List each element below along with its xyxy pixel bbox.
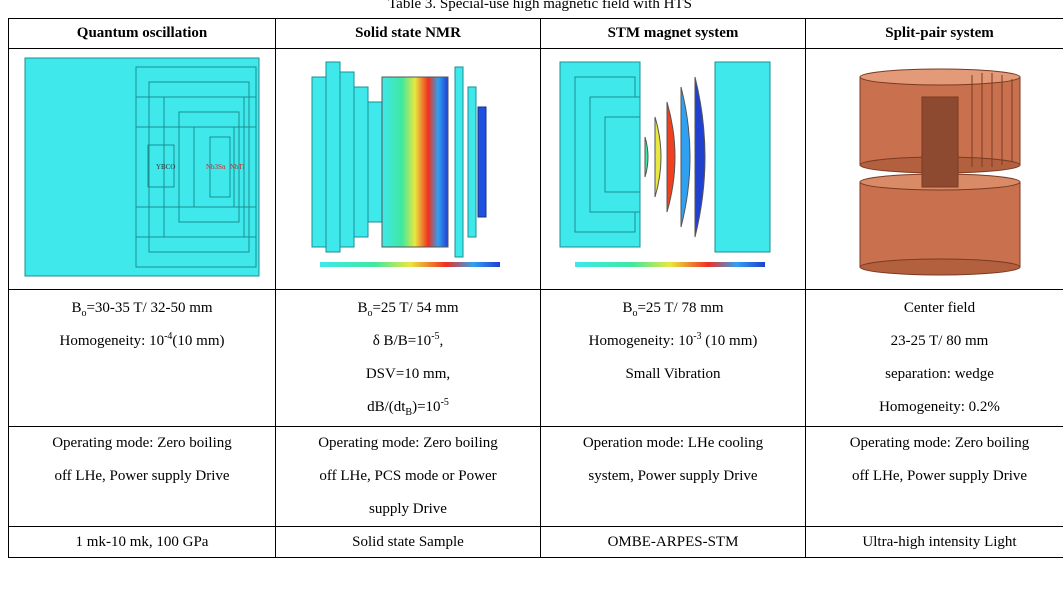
text-run: , (440, 333, 444, 349)
image-cell (806, 49, 1063, 290)
application-cell: Solid state Sample (276, 527, 541, 558)
text-run: =25 T/ 78 mm (637, 300, 723, 316)
text-run: (10 mm) (702, 333, 758, 349)
image-cell (541, 49, 806, 290)
text-run: =30-35 T/ 32-50 mm (86, 300, 212, 316)
text-run: DSV=10 mm, (366, 366, 450, 382)
text-run: B (622, 300, 632, 316)
application-cell: OMBE-ARPES-STM (541, 527, 806, 558)
text-run: separation: wedge (885, 366, 994, 382)
page: Table 3. Special-use high magnetic field… (0, 0, 1063, 601)
text-run: B (357, 300, 367, 316)
superscript: -5 (431, 331, 439, 342)
text-line: system, Power supply Drive (541, 460, 805, 493)
text-line: Bo=25 T/ 54 mm (276, 292, 540, 325)
image-row: YBCO Nb3Sn NbTi (9, 49, 1063, 290)
text-run: (10 mm) (172, 333, 224, 349)
superscript: -5 (441, 397, 449, 408)
application-row: 1 mk-10 mk, 100 GPa Solid state Sample O… (9, 527, 1063, 558)
text-line: 23-25 T/ 80 mm (806, 325, 1063, 358)
text-line: Homogeneity: 10-3 (10 mm) (541, 325, 805, 358)
text-run: dB/(dt (367, 399, 405, 415)
figure-label: Nb3Sn (206, 163, 226, 171)
application-cell: Ultra-high intensity Light (806, 527, 1063, 558)
text-run: Homogeneity: 10 (589, 333, 694, 349)
text-line: DSV=10 mm, (276, 358, 540, 391)
header-cell: Solid state NMR (276, 19, 541, 49)
text-line: Small Vibration (541, 358, 805, 391)
header-cell: STM magnet system (541, 19, 806, 49)
text-run: =25 T/ 54 mm (372, 300, 458, 316)
text-run: Center field (904, 300, 975, 316)
text-line: Operating mode: Zero boiling (276, 427, 540, 460)
table-caption: Table 3. Special-use high magnetic field… (0, 0, 1063, 13)
text-line: separation: wedge (806, 358, 1063, 391)
text-line: Homogeneity: 10-4(10 mm) (9, 325, 275, 358)
magnet-image (822, 57, 1058, 277)
text-line: Operation mode: LHe cooling (541, 427, 805, 460)
text-line: Bo=25 T/ 78 mm (541, 292, 805, 325)
header-cell: Quantum oscillation (9, 19, 276, 49)
magnet-image: YBCO Nb3Sn NbTi (24, 57, 260, 277)
text-run: δ B/B=10 (373, 333, 431, 349)
text-run: B (71, 300, 81, 316)
text-line: dB/(dtB)=10-5 (276, 391, 540, 424)
figure-label: NbTi (230, 163, 245, 171)
text-line: Operating mode: Zero boiling (9, 427, 275, 460)
text-line: Bo=30-35 T/ 32-50 mm (9, 292, 275, 325)
text-line: Homogeneity: 0.2% (806, 391, 1063, 424)
text-line: off LHe, PCS mode or Power (276, 460, 540, 493)
application-cell: 1 mk-10 mk, 100 GPa (9, 527, 276, 558)
spec-cell: Center field 23-25 T/ 80 mm separation: we… (806, 290, 1063, 427)
superscript: -3 (693, 331, 701, 342)
text-run: )=10 (412, 399, 440, 415)
header-cell: Split-pair system (806, 19, 1063, 49)
text-line: off LHe, Power supply Drive (9, 460, 275, 493)
text-line: δ B/B=10-5, (276, 325, 540, 358)
text-line: Operating mode: Zero boiling (806, 427, 1063, 460)
table: Quantum oscillation Solid state NMR STM … (8, 18, 1063, 558)
text-run: Homogeneity: 0.2% (879, 399, 1000, 415)
image-cell (276, 49, 541, 290)
text-line: off LHe, Power supply Drive (806, 460, 1063, 493)
text-line: supply Drive (276, 493, 540, 526)
image-cell: YBCO Nb3Sn NbTi (9, 49, 276, 290)
text-run: Small Vibration (625, 366, 720, 382)
figure-label: YBCO (156, 163, 175, 171)
text-line: Center field (806, 292, 1063, 325)
header-row: Quantum oscillation Solid state NMR STM … (9, 19, 1063, 49)
text-run: Homogeneity: 10 (60, 333, 165, 349)
text-run: 23-25 T/ 80 mm (891, 333, 989, 349)
magnet-image (290, 57, 526, 277)
magnet-image (555, 57, 791, 277)
